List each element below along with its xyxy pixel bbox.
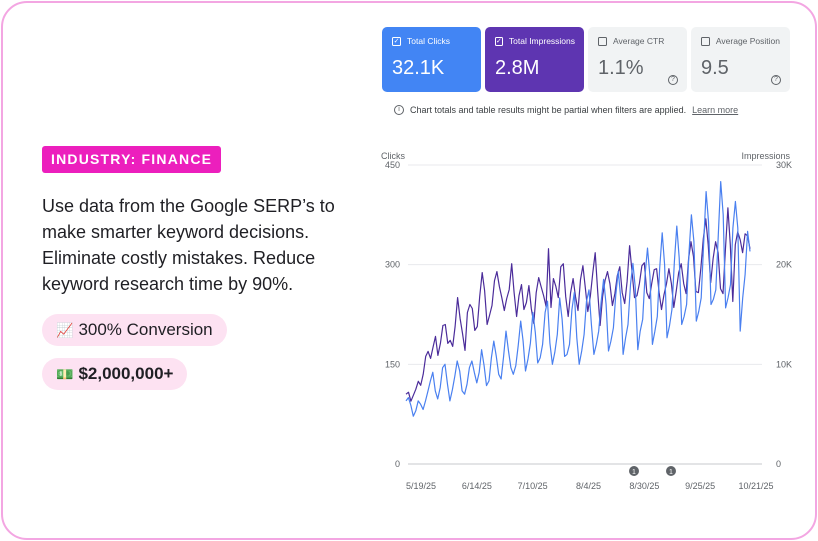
right-axis-title: Impressions bbox=[741, 151, 790, 161]
help-icon[interactable]: ? bbox=[668, 75, 678, 85]
x-tick-label: 7/10/25 bbox=[518, 481, 548, 491]
right-tick-label: 0 bbox=[776, 459, 781, 469]
checkbox-checked-icon[interactable]: ✓ bbox=[495, 36, 503, 46]
x-tick-label: 9/25/25 bbox=[685, 481, 715, 491]
notice-text: Chart totals and table results might be … bbox=[410, 105, 687, 115]
metric-value: 2.8M bbox=[495, 57, 540, 79]
metric-value: 32.1K bbox=[392, 57, 445, 79]
highlight-revenue: 💵 $2,000,000+ bbox=[42, 358, 188, 390]
info-icon: i bbox=[394, 105, 404, 115]
left-tick-label: 150 bbox=[385, 359, 400, 369]
x-tick-label: 10/21/25 bbox=[738, 481, 773, 491]
highlight-revenue-text: $2,000,000+ bbox=[78, 364, 174, 383]
right-tick-label: 10K bbox=[776, 359, 792, 369]
metric-total-clicks[interactable]: ✓ Total Clicks 32.1K bbox=[382, 27, 481, 92]
metric-label: Average CTR bbox=[613, 36, 665, 46]
impressions-series-line bbox=[405, 207, 751, 402]
right-tick-label: 30K bbox=[776, 160, 792, 170]
left-tick-label: 300 bbox=[385, 260, 400, 270]
left-axis-title: Clicks bbox=[381, 151, 405, 161]
left-tick-label: 0 bbox=[395, 459, 400, 469]
metric-label: Total Impressions bbox=[508, 36, 576, 46]
partial-data-notice: i Chart totals and table results might b… bbox=[394, 105, 738, 115]
annotation-marker bbox=[629, 466, 639, 476]
annotation-label: 1 bbox=[669, 469, 673, 476]
metric-value: 9.5 bbox=[701, 57, 729, 79]
metric-label: Average Position bbox=[715, 36, 780, 46]
checkbox-unchecked-icon[interactable] bbox=[701, 36, 710, 46]
metric-value: 1.1% bbox=[598, 57, 644, 79]
help-icon[interactable]: ? bbox=[771, 75, 781, 85]
annotation-label: 1 bbox=[632, 469, 636, 476]
highlight-conversion-text: 300% Conversion bbox=[78, 320, 213, 339]
left-tick-label: 450 bbox=[385, 160, 400, 170]
money-icon: 💵 bbox=[56, 366, 74, 382]
case-study-description: Use data from the Google SERP’s to make … bbox=[42, 196, 335, 294]
annotation-marker bbox=[666, 466, 676, 476]
clicks-series-line bbox=[405, 180, 751, 417]
checkbox-checked-icon[interactable]: ✓ bbox=[392, 36, 401, 46]
metric-total-impressions[interactable]: ✓ Total Impressions 2.8M bbox=[485, 27, 584, 92]
x-tick-label: 6/14/25 bbox=[462, 481, 492, 491]
checkbox-unchecked-icon[interactable] bbox=[598, 36, 607, 46]
x-tick-label: 8/30/25 bbox=[629, 481, 659, 491]
performance-chart: Clicks Impressions 450 30K 300 20K 150 10K 0 0 5/1… bbox=[381, 151, 792, 491]
industry-badge: INDUSTRY: FINANCE bbox=[42, 146, 222, 173]
highlight-conversion: 📈 300% Conversion bbox=[42, 314, 227, 346]
metric-average-ctr[interactable]: Average CTR 1.1% ? bbox=[588, 27, 687, 92]
learn-more-link[interactable]: Learn more bbox=[692, 105, 739, 115]
x-tick-label: 5/19/25 bbox=[406, 481, 436, 491]
chart-increasing-icon: 📈 bbox=[56, 322, 74, 338]
right-tick-label: 20K bbox=[776, 260, 792, 270]
metric-average-position[interactable]: Average Position 9.5 ? bbox=[691, 27, 790, 92]
metric-label: Total Clicks bbox=[407, 36, 450, 46]
x-tick-label: 8/4/25 bbox=[576, 481, 601, 491]
